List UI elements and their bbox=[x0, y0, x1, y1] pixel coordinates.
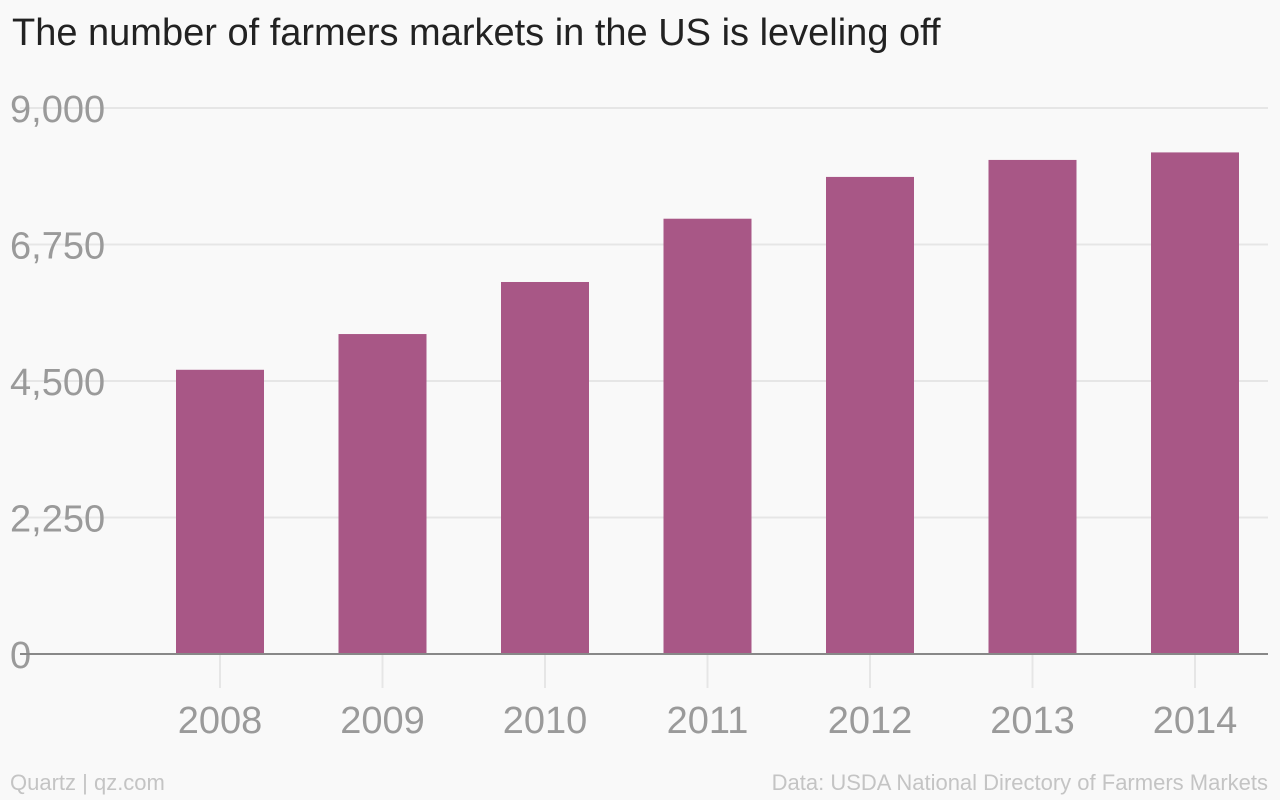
x-tick-label: 2012 bbox=[828, 700, 913, 742]
bar-2012 bbox=[826, 176, 914, 654]
y-tick-label: 6,750 bbox=[10, 226, 105, 268]
bar-2013 bbox=[988, 159, 1077, 654]
bars bbox=[176, 152, 1239, 654]
x-tick-label: 2013 bbox=[990, 700, 1075, 742]
x-tick-label: 2009 bbox=[340, 700, 425, 742]
y-tick-label: 2,250 bbox=[10, 499, 105, 541]
chart-title: The number of farmers markets in the US … bbox=[12, 12, 941, 54]
y-tick-label: 0 bbox=[10, 635, 31, 677]
source-credit: Quartz | qz.com bbox=[10, 770, 165, 795]
bar-2009 bbox=[338, 334, 427, 654]
axes: 0 2,250 4,500 6,750 9,000 2008 2009 2010 2011 201… bbox=[10, 89, 1268, 742]
bar-2011 bbox=[663, 218, 752, 654]
bar-2010 bbox=[501, 281, 589, 654]
x-tick-label: 2011 bbox=[667, 700, 749, 742]
data-source: Data: USDA National Directory of Farmers… bbox=[771, 770, 1268, 795]
y-tick-label: 4,500 bbox=[10, 362, 105, 404]
y-tick-label: 9,000 bbox=[10, 89, 105, 131]
bar-2008 bbox=[176, 369, 264, 654]
x-tick-label: 2008 bbox=[178, 700, 263, 742]
bar-2014 bbox=[1151, 152, 1239, 654]
x-tick-label: 2014 bbox=[1153, 700, 1238, 742]
x-tick-label: 2010 bbox=[503, 700, 588, 742]
